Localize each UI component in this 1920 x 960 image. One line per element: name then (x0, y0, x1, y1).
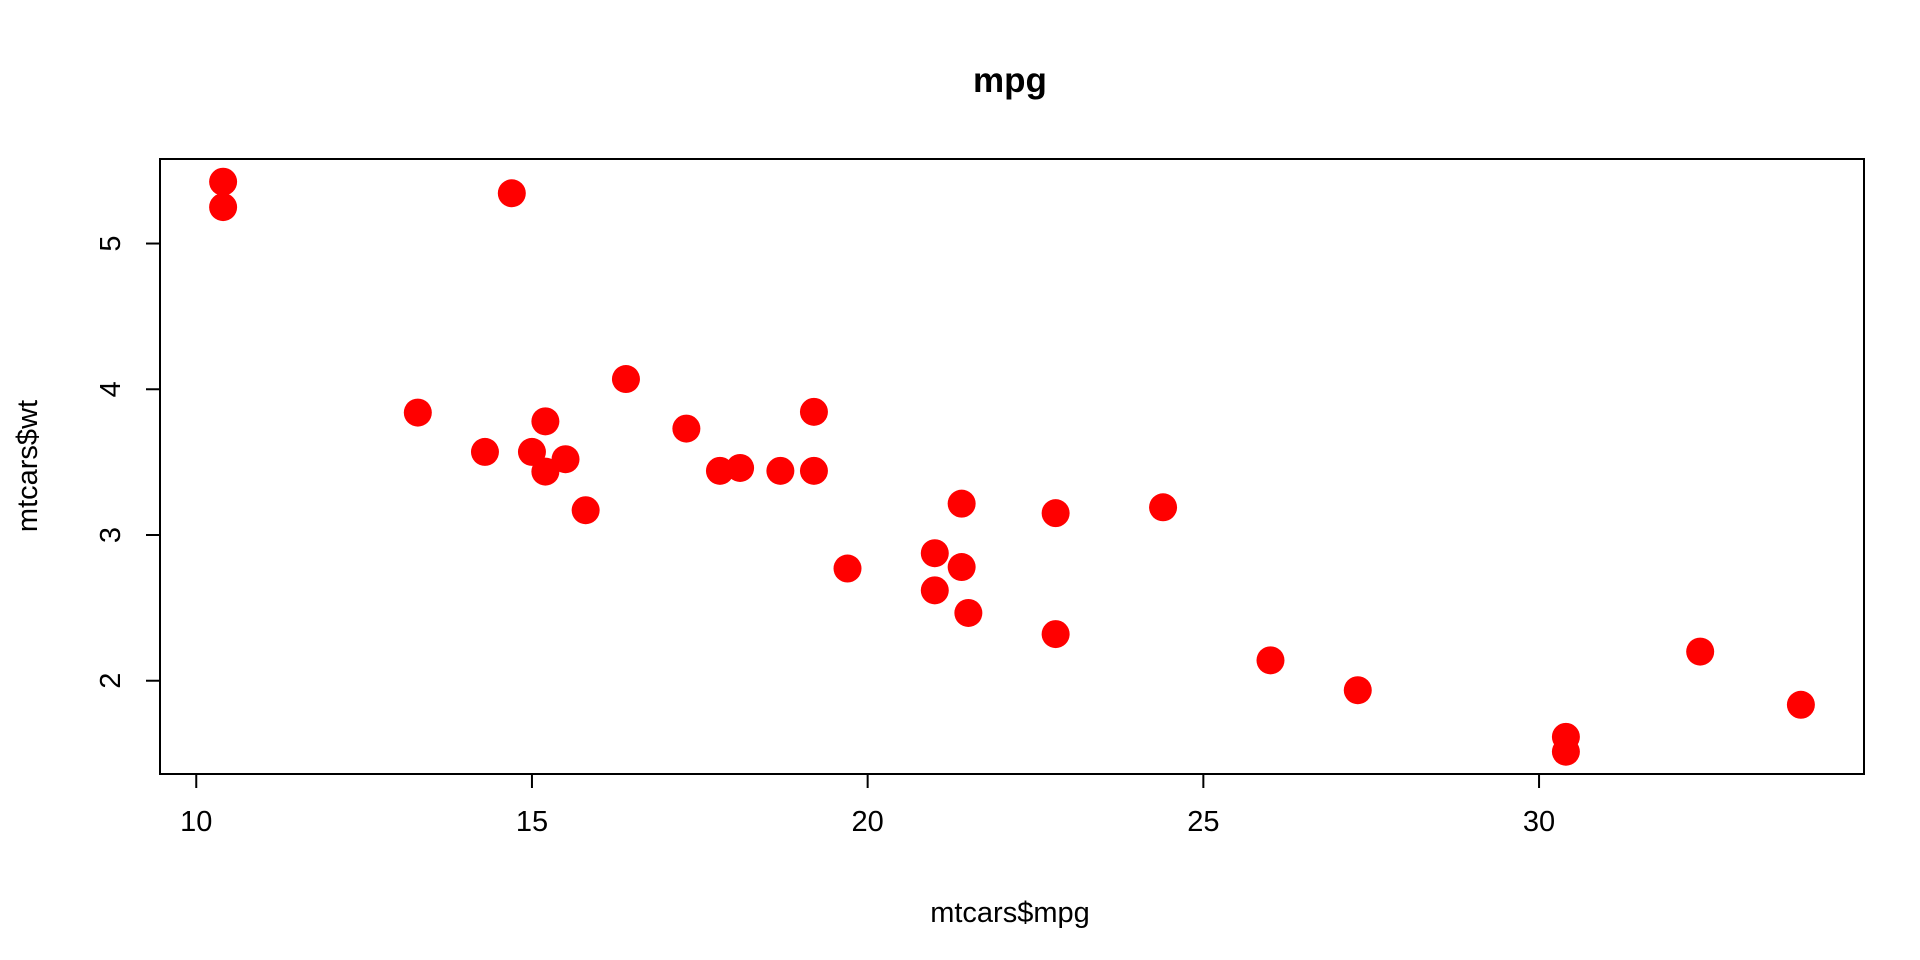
chart-title: mpg (973, 61, 1047, 100)
data-points (209, 167, 1815, 766)
x-tick-label: 25 (1187, 806, 1219, 838)
data-point (705, 456, 734, 485)
data-point (497, 179, 526, 208)
data-point (551, 445, 580, 474)
data-point (403, 398, 432, 427)
data-point (531, 457, 560, 486)
y-axis: 2 3 4 5 (95, 235, 161, 689)
data-point (766, 456, 795, 485)
data-point (947, 553, 976, 582)
plot-frame (159, 158, 1865, 775)
x-tick-label: 10 (180, 806, 212, 838)
data-point (571, 496, 600, 525)
data-point (672, 414, 701, 443)
data-point (1786, 690, 1815, 719)
data-point (1041, 620, 1070, 649)
data-point (1149, 493, 1178, 522)
data-point (1256, 646, 1285, 675)
x-tick-label: 30 (1523, 806, 1555, 838)
y-tick-label: 4 (95, 381, 127, 397)
y-tick-label: 2 (95, 673, 127, 689)
data-point (531, 407, 560, 436)
data-point (517, 437, 546, 466)
data-point (920, 576, 949, 605)
data-point (611, 365, 640, 394)
data-point (954, 598, 983, 627)
data-point (920, 539, 949, 568)
y-tick-label: 5 (95, 235, 127, 251)
x-tick-label: 15 (516, 806, 548, 838)
x-axis-label: mtcars$mpg (930, 897, 1090, 929)
data-point (1686, 637, 1715, 666)
data-point (470, 437, 499, 466)
data-point (1343, 676, 1372, 705)
data-point (209, 193, 238, 222)
data-point (833, 554, 862, 583)
x-tick-label: 20 (852, 806, 884, 838)
data-point (209, 167, 238, 196)
y-axis-label: mtcars$wt (12, 400, 44, 532)
x-axis: 10 15 20 25 30 (180, 773, 1555, 838)
data-point (1041, 499, 1070, 528)
y-tick-label: 3 (95, 527, 127, 543)
data-point (799, 397, 828, 426)
data-point (947, 489, 976, 518)
data-point (1551, 737, 1580, 766)
data-point (799, 456, 828, 485)
